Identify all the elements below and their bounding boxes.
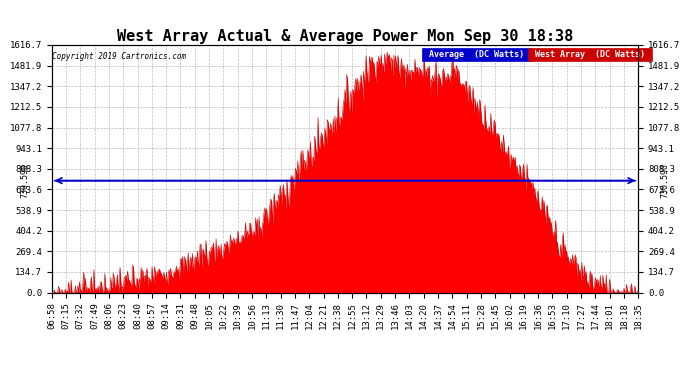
Title: West Array Actual & Average Power Mon Sep 30 18:38: West Array Actual & Average Power Mon Se… — [117, 29, 573, 44]
Text: Copyright 2019 Cartronics.com: Copyright 2019 Cartronics.com — [52, 53, 186, 62]
Text: Average  (DC Watts): Average (DC Watts) — [424, 50, 529, 59]
Text: West Array  (DC Watts): West Array (DC Watts) — [530, 50, 650, 59]
Text: 730.590: 730.590 — [21, 163, 30, 198]
Text: 730.590: 730.590 — [660, 163, 669, 198]
